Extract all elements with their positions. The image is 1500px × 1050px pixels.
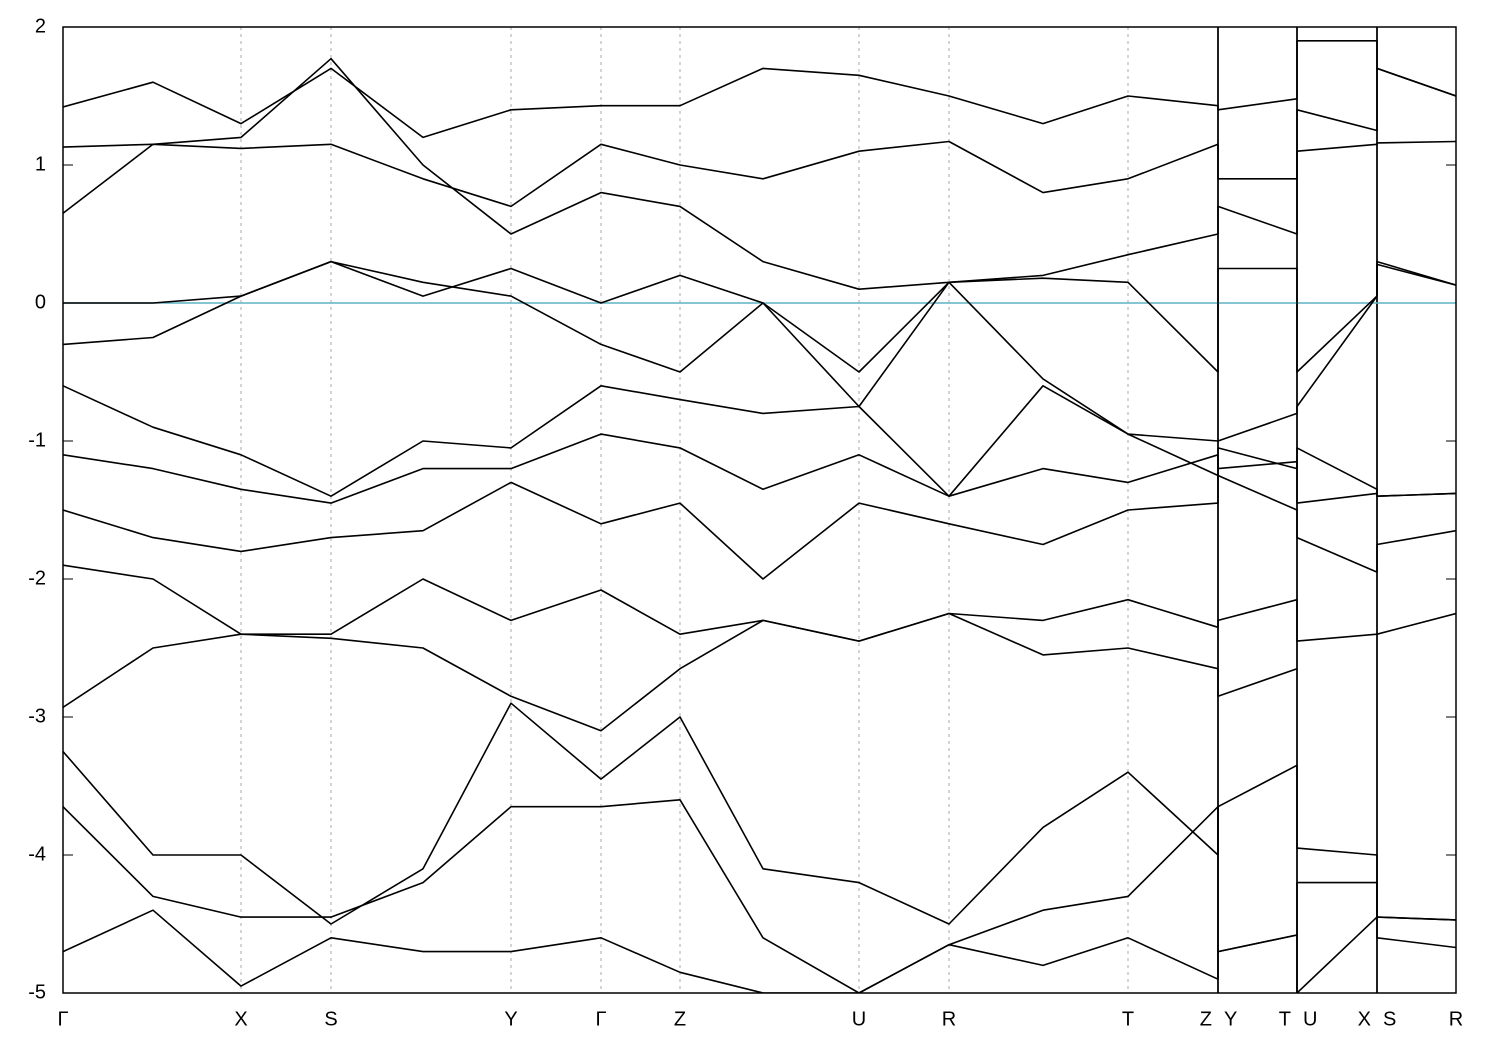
- x-tick-label: U: [852, 1008, 866, 1030]
- band-line: [63, 57, 1456, 290]
- bands: [63, 40, 1456, 993]
- x-tick-label: S: [324, 1008, 337, 1030]
- band-line: [63, 474, 1456, 580]
- x-tick-label: U: [1303, 1008, 1317, 1030]
- y-tick-label: -5: [28, 981, 46, 1003]
- x-tick-label: T: [1122, 1008, 1134, 1030]
- y-tick-label: 1: [35, 153, 46, 175]
- x-tick-label: Z: [674, 1008, 686, 1030]
- x-tick-label: T: [1279, 1008, 1291, 1030]
- x-tick-label: Y: [504, 1008, 517, 1030]
- y-tick-label: -3: [28, 705, 46, 727]
- x-tick-label: X: [1358, 1008, 1371, 1030]
- x-tick-label: Γ: [595, 1008, 606, 1030]
- x-tick-label: R: [942, 1008, 956, 1030]
- band-line: [63, 260, 1456, 373]
- x-tick-label: Γ: [57, 1008, 68, 1030]
- y-tick-label: 0: [35, 291, 46, 313]
- band-line: [63, 433, 1456, 504]
- x-tick-label: S: [1383, 1008, 1396, 1030]
- x-tick-label: Y: [1224, 1008, 1237, 1030]
- x-tick-label: Z: [1200, 1008, 1212, 1030]
- x-tick-label: R: [1449, 1008, 1463, 1030]
- band-line: [63, 40, 1456, 139]
- y-tick-label: -4: [28, 843, 46, 865]
- band-line: [63, 612, 1298, 732]
- x-tick-label: X: [234, 1008, 247, 1030]
- band-line: [63, 702, 1456, 925]
- plot-frame: [62, 26, 1457, 994]
- y-tick-label: -1: [28, 429, 46, 451]
- y-tick-label: 2: [35, 15, 46, 37]
- band-line: [63, 385, 1456, 497]
- band-line: [63, 909, 1456, 993]
- y-tick-label: -2: [28, 567, 46, 589]
